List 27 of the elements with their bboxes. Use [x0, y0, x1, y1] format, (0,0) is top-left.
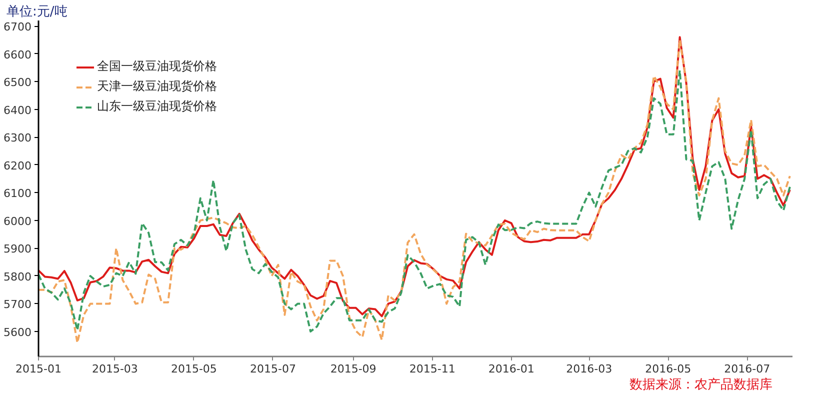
y-axis-title: 单位:元/吨: [6, 4, 68, 20]
y-tick-label: 5800: [4, 270, 32, 284]
y-tick-label: 5600: [4, 326, 32, 340]
y-tick-label: 5900: [4, 242, 32, 256]
x-tick-label: 2015-03: [92, 362, 138, 376]
legend-label: 全国一级豆油现货价格: [97, 58, 217, 75]
x-tick-label: 2016-07: [724, 362, 770, 376]
x-tick-label: 2016-01: [488, 362, 534, 376]
x-tick-label: 2015-07: [250, 362, 296, 376]
x-tick-label: 2016-03: [566, 362, 612, 376]
y-tick-label: 6700: [4, 20, 32, 34]
y-tick-label: 6000: [4, 214, 32, 228]
y-tick-label: 6200: [4, 159, 32, 172]
legend-label: 天津一级豆油现货价格: [97, 78, 217, 95]
y-tick-label: 5700: [4, 298, 32, 312]
legend-label: 山东一级豆油现货价格: [97, 98, 217, 115]
x-tick-label: 2015-09: [330, 362, 376, 376]
y-tick-label: 6500: [4, 76, 32, 90]
y-tick-label: 6400: [4, 104, 32, 117]
x-tick-label: 2015-05: [170, 362, 217, 376]
x-tick-label: 2015-01: [16, 362, 62, 376]
x-tick-label: 2015-11: [409, 362, 456, 376]
y-tick-label: 6300: [4, 132, 32, 145]
x-tick-label: 2016-05: [645, 362, 692, 376]
y-tick-label: 6100: [4, 187, 32, 200]
source-note: 数据来源：农产品数据库: [630, 378, 772, 392]
y-tick-label: 6600: [4, 48, 32, 62]
